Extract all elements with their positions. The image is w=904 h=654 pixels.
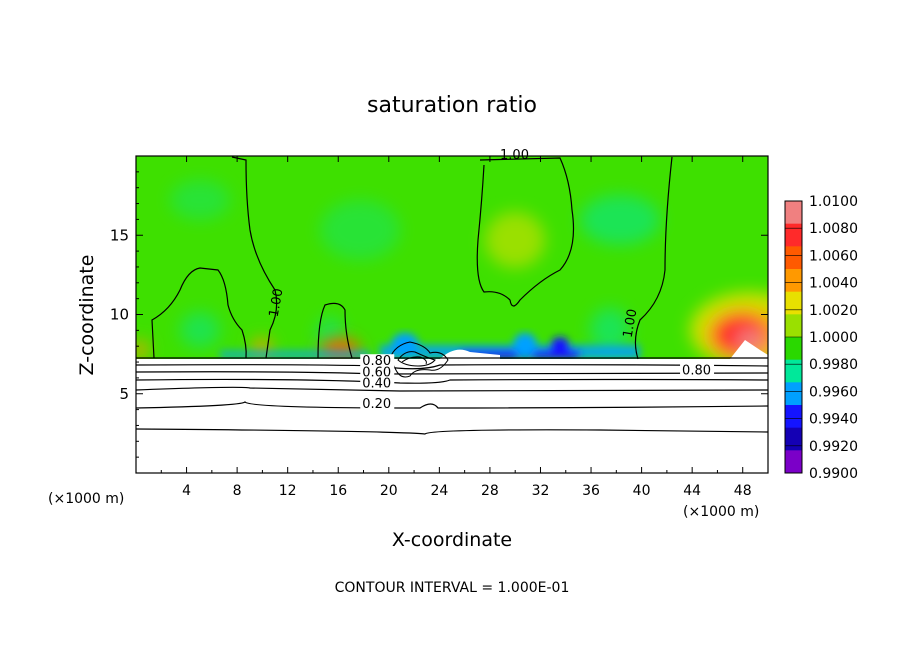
colorbar: 1.0100 1.0080 1.0060 1.0040 1.0020 1.0000 0.99… [784, 194, 858, 482]
contour-label-bg [360, 376, 395, 390]
contour-label-bg [360, 365, 395, 379]
contour-label: 0.20 [362, 397, 391, 412]
x-axis-unit-left: (×1000 m) [48, 491, 124, 507]
colorbar-label: 0.9980 [809, 357, 858, 373]
colorbar-label: 1.0000 [809, 330, 858, 346]
x-tick-label: 36 [582, 483, 600, 499]
contour-labels: 1.001.001.000.800.600.400.200.80 [267, 148, 715, 412]
colorbar-label: 1.0020 [809, 303, 858, 319]
colorbar-label: 1.0040 [809, 276, 858, 292]
y-tick-label: 10 [110, 306, 129, 324]
x-tick-label: 12 [279, 483, 297, 499]
colorbar-swatch [785, 405, 802, 429]
y-axis-title: Z-coordinate [76, 255, 98, 376]
colorbar-label: 1.0060 [809, 248, 858, 264]
x-axis: 4 8 12 16 20 24 28 32 36 40 44 48 [160, 156, 752, 499]
colorbar-label: 1.0080 [809, 221, 858, 237]
contour-lines [136, 156, 768, 435]
colorbar-label: 0.9900 [809, 466, 858, 482]
y-tick-label: 5 [119, 385, 129, 403]
colorbar-swatch [785, 359, 802, 383]
colorbar-label: 0.9960 [809, 384, 858, 400]
colorbar-swatch [785, 269, 802, 293]
contour-label-bg [360, 397, 395, 411]
colorbar-swatch [785, 246, 802, 270]
colorbar-label: 0.9920 [809, 439, 858, 455]
x-tick-label: 24 [430, 483, 448, 499]
contour-label: 0.40 [362, 376, 391, 391]
x-axis-unit-right: (×1000 m) [683, 504, 759, 520]
x-tick-label: 8 [233, 483, 242, 499]
x-axis-title: X-coordinate [392, 529, 512, 551]
x-tick-label: 28 [481, 483, 499, 499]
colorbar-swatch [785, 314, 802, 338]
contour-label-bg [360, 354, 395, 368]
chart-title: saturation ratio [367, 93, 537, 118]
contour-label: 0.80 [682, 364, 711, 379]
x-tick-label: 32 [532, 483, 550, 499]
contour-label-bg [680, 363, 715, 377]
contour-interval-note: CONTOUR INTERVAL = 1.000E-01 [335, 580, 570, 596]
colorbar-swatch [785, 291, 802, 315]
colorbar-swatch [785, 223, 802, 247]
x-tick-label: 44 [683, 483, 701, 499]
heatmap-field [136, 156, 768, 473]
x-tick-label: 48 [734, 483, 752, 499]
colorbar-swatch [785, 382, 802, 406]
x-tick-label: 16 [329, 483, 347, 499]
colorbar-swatch [785, 201, 802, 225]
contour-label: 1.00 [267, 287, 287, 318]
colorbar-swatch [785, 450, 802, 474]
colorbar-label: 0.9940 [809, 412, 858, 428]
colorbar-swatch [785, 427, 802, 451]
x-tick-label: 20 [380, 483, 398, 499]
y-axis: 5 10 15 [110, 171, 768, 458]
colorbar-label: 1.0100 [809, 194, 858, 210]
y-tick-label: 15 [110, 226, 129, 244]
contour-label: 1.00 [621, 308, 641, 339]
colorbar-swatch [785, 337, 802, 361]
x-tick-label: 40 [633, 483, 651, 499]
x-tick-label: 4 [182, 483, 191, 499]
